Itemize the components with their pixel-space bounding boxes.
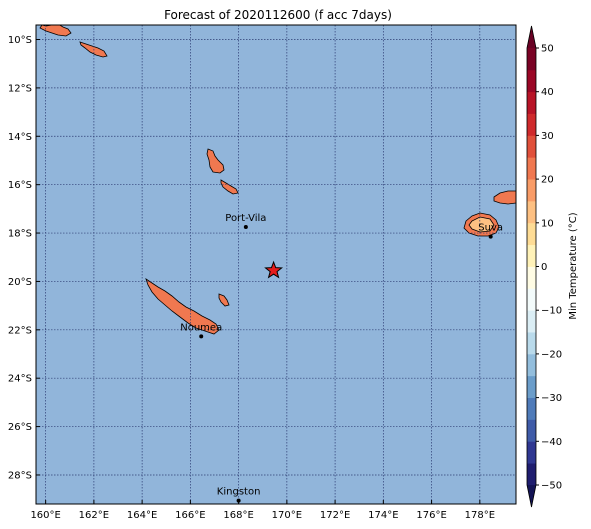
latitude-ticks: 10°S 12°S 14°S 16°S 18°S 20°S 22°S 24°S 26°S 28°S — [8, 35, 40, 481]
lon-tick-label: 174°E — [368, 510, 398, 521]
city-label: Port-Vila — [225, 213, 266, 224]
city-dot — [199, 334, 204, 339]
gridlines — [36, 25, 516, 504]
lat-tick-label: 12°S — [8, 83, 32, 94]
colorbar-segment — [527, 310, 536, 333]
city-dot — [243, 225, 248, 230]
map-frame — [35, 24, 517, 505]
colorbar-segment — [527, 222, 536, 246]
ocean — [36, 25, 516, 504]
lon-tick-label: 160°E — [30, 510, 60, 521]
lon-tick-label: 172°E — [320, 510, 350, 521]
colorbar-segment — [527, 288, 536, 311]
lon-tick-label: 162°E — [79, 510, 109, 521]
colorbar-segment — [527, 200, 536, 224]
colorbar-segment — [527, 419, 536, 442]
lat-tick-label: 28°S — [8, 470, 32, 481]
land-viti-levu — [463, 212, 500, 237]
colorbar-segment — [527, 353, 536, 377]
colorbar-segments — [527, 48, 536, 486]
colorbar-segment — [527, 332, 536, 355]
colorbar-segment — [527, 69, 536, 93]
city-dot — [488, 234, 493, 239]
colorbar-tick-label: 0 — [541, 262, 547, 273]
colorbar-segment — [527, 463, 536, 486]
colorbar-segment — [527, 48, 536, 71]
colorbar-tick-label: −50 — [541, 481, 562, 492]
city-markers: Port-Vila Suva Noumea Kingston — [180, 213, 503, 503]
lat-tick-label: 16°S — [8, 180, 32, 191]
colorbar-segment — [527, 113, 536, 136]
land-espiritu-santo — [206, 148, 225, 174]
city-label: Noumea — [180, 322, 222, 333]
colorbar-tick-label: −30 — [541, 393, 562, 404]
map-title: Forecast of 2020112600 (f acc 7days) — [164, 8, 392, 22]
lat-tick-label: 20°S — [8, 277, 32, 288]
land-solomon-south — [79, 41, 108, 58]
colorbar-tick-label: 30 — [541, 131, 554, 142]
colorbar-segment — [527, 244, 536, 267]
lat-tick-label: 24°S — [8, 374, 32, 385]
city-label: Suva — [478, 223, 503, 234]
lon-tick-label: 166°E — [175, 510, 205, 521]
colorbar-tick-label: 10 — [541, 218, 554, 229]
lat-tick-label: 22°S — [8, 325, 32, 336]
city-label: Kingston — [217, 487, 261, 498]
colorbar-tick-label: 40 — [541, 87, 554, 98]
lat-tick-label: 14°S — [8, 132, 32, 143]
colorbar-tick-label: 50 — [541, 44, 554, 55]
colorbar-segment — [527, 179, 536, 202]
lon-tick-label: 176°E — [416, 510, 446, 521]
colorbar-segment — [527, 375, 536, 398]
colorbar-segment — [527, 157, 536, 180]
longitude-ticks: 160°E 162°E 164°E 166°E 168°E 170°E 172°E 174°E… — [30, 500, 495, 521]
colorbar-segment — [527, 397, 536, 420]
colorbar-over-arrow — [527, 26, 536, 48]
land-loyalty-islands — [218, 293, 230, 307]
colorbar-tick-label: −40 — [541, 437, 562, 448]
lat-tick-label: 18°S — [8, 229, 32, 240]
city-dot — [236, 498, 241, 503]
lat-tick-label: 10°S — [8, 35, 32, 46]
land-solomon-north — [39, 25, 72, 37]
colorbar: −50 −40 −30 −20 −10 0 10 20 30 40 50 Min Temperatu… — [526, 25, 579, 508]
colorbar-ticks: −50 −40 −30 −20 −10 0 10 20 30 40 50 — [536, 44, 562, 492]
colorbar-tick-label: −10 — [541, 306, 562, 317]
land-masses — [39, 25, 516, 335]
forecast-point-star-icon — [264, 260, 284, 279]
colorbar-tick-label: −20 — [541, 349, 562, 360]
colorbar-under-arrow — [527, 485, 536, 507]
colorbar-segment — [527, 91, 536, 114]
colorbar-segment — [527, 135, 536, 158]
colorbar-segment — [527, 441, 536, 464]
map-area: 160°E 162°E 164°E 166°E 168°E 170°E 172°E 174°E… — [8, 24, 517, 521]
land-vanua-levu — [493, 190, 516, 205]
lon-tick-label: 170°E — [272, 510, 302, 521]
lon-tick-label: 178°E — [465, 510, 495, 521]
colorbar-segment — [527, 266, 536, 289]
lat-tick-label: 26°S — [8, 422, 32, 433]
colorbar-tick-label: 20 — [541, 175, 554, 186]
lon-tick-label: 164°E — [127, 510, 157, 521]
lon-tick-label: 168°E — [223, 510, 253, 521]
colorbar-label: Min Temperature (°C) — [568, 212, 579, 319]
